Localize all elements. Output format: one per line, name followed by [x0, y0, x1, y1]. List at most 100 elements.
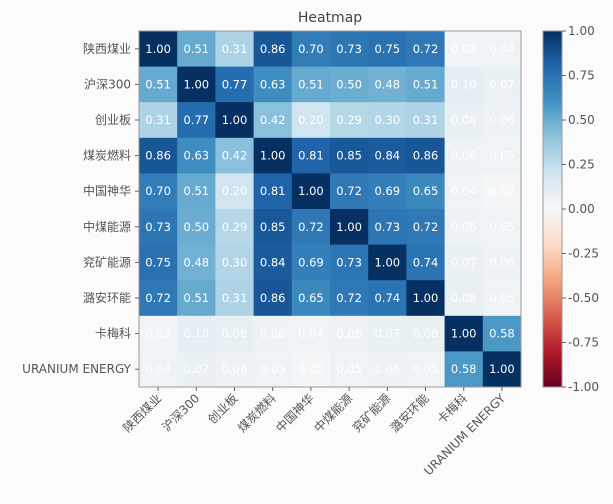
heatmap-cell: [291, 31, 331, 68]
heatmap-cell: [482, 31, 522, 68]
heatmap-cell: [177, 351, 216, 388]
cell-value-label: 0.50: [183, 220, 209, 234]
cell-value-label: 0.69: [374, 184, 400, 198]
cell-value-label: 0.31: [222, 42, 248, 56]
cell-value-label: 0.04: [145, 362, 171, 376]
heatmap-cell: [406, 351, 446, 388]
cell-value-label: 0.75: [374, 42, 400, 56]
heatmap-cell: [139, 137, 178, 174]
cell-value-label: 0.63: [260, 77, 286, 91]
cell-value-label: 0.20: [298, 113, 324, 127]
heatmap-cell: [368, 351, 407, 388]
cell-value-label: 0.85: [260, 220, 286, 234]
heatmap-cell: [291, 209, 331, 246]
cell-value-label: 0.07: [374, 327, 400, 341]
heatmap-cell: [139, 244, 178, 281]
heatmap-cell: [253, 173, 293, 210]
cell-value-label: 0.73: [336, 255, 362, 269]
cell-value-label: 0.81: [260, 184, 286, 198]
heatmap-cell: [444, 66, 484, 103]
y-tick-label: 创业板: [95, 113, 131, 127]
cell-value-label: 0.29: [336, 113, 362, 127]
y-tick-label: 潞安环能: [83, 290, 131, 305]
heatmap-cell: [291, 280, 331, 317]
heatmap-cell: [253, 351, 293, 388]
colorbar-tick-label: -0.50: [568, 291, 599, 305]
x-tick-label: 陕西煤业: [120, 391, 165, 436]
chart-title: Heatmap: [298, 10, 362, 26]
cell-value-label: 0.51: [413, 77, 439, 91]
cell-value-label: 0.72: [145, 291, 171, 305]
cell-value-label: 0.63: [183, 149, 209, 163]
heatmap-cell: [368, 173, 407, 210]
cell-value-label: 0.74: [413, 255, 439, 269]
heatmap-cell: [482, 209, 522, 246]
cell-value-label: 0.51: [298, 77, 324, 91]
heatmap-cell: [253, 315, 293, 352]
cell-value-label: 0.29: [222, 220, 248, 234]
cell-value-label: 0.65: [413, 184, 439, 198]
cell-value-label: 0.04: [298, 327, 324, 341]
heatmap-cell: [215, 137, 255, 174]
heatmap-cell: [444, 244, 484, 281]
heatmap-cell: [368, 315, 407, 352]
cell-value-label: 0.05: [413, 362, 439, 376]
cell-value-label: 0.85: [336, 149, 362, 163]
heatmap-cell: [177, 31, 216, 68]
heatmap-cell: [444, 209, 484, 246]
cell-value-label: 0.31: [145, 113, 171, 127]
colorbar-tick-label: 0.25: [568, 158, 595, 172]
heatmap-cell: [215, 315, 255, 352]
cell-value-label: 0.86: [260, 42, 286, 56]
heatmap-cell: [368, 280, 407, 317]
heatmap-cell: [482, 244, 522, 281]
cell-value-label: 0.08: [451, 291, 477, 305]
heatmap-cell: [368, 66, 407, 103]
cell-value-label: 0.06: [222, 362, 248, 376]
cell-value-label: 0.70: [145, 184, 171, 198]
colorbar-tick-label: 0.00: [568, 202, 595, 216]
cell-value-label: 0.72: [413, 42, 439, 56]
x-tick-label: 兖矿能源: [349, 391, 394, 436]
cell-value-label: 0.08: [451, 113, 477, 127]
heatmap-cell: [215, 244, 255, 281]
heatmap-cell: [253, 102, 293, 139]
heatmap-cell: [215, 351, 255, 388]
heatmap-cell: [444, 31, 484, 68]
cell-value-label: 0.08: [413, 327, 439, 341]
heatmap-cell: [215, 209, 255, 246]
cell-value-label: 0.05: [489, 220, 515, 234]
heatmap-cell: [330, 315, 369, 352]
cell-value-label: 0.05: [336, 362, 362, 376]
heatmap-cell: [139, 280, 178, 317]
heatmap-cell: [330, 173, 369, 210]
cell-value-label: 0.06: [374, 362, 400, 376]
cell-value-label: 0.77: [183, 113, 209, 127]
heatmap-cell: [482, 351, 522, 388]
x-tick-label: 中国神华: [272, 391, 317, 436]
cell-value-label: 0.42: [222, 149, 248, 163]
cell-value-label: 1.00: [489, 362, 515, 376]
heatmap-cell: [330, 66, 369, 103]
cell-value-label: 0.30: [374, 113, 400, 127]
heatmap-cell: [368, 102, 407, 139]
heatmap-cell: [177, 137, 216, 174]
heatmap-cell: [139, 315, 178, 352]
cell-value-label: 0.03: [451, 42, 477, 56]
cell-value-label: 0.84: [260, 255, 286, 269]
heatmap-cell: [253, 66, 293, 103]
cell-value-label: 0.69: [298, 255, 324, 269]
colorbar-tick-label: -1.00: [568, 380, 599, 394]
cell-value-label: 0.06: [489, 113, 515, 127]
heatmap-cell: [330, 137, 369, 174]
heatmap-cell: [139, 102, 178, 139]
cell-value-label: 1.00: [183, 77, 209, 91]
colorbar-tick-label: 1.00: [568, 24, 595, 38]
heatmap-cell: [444, 280, 484, 317]
x-tick-label: 创业板: [205, 391, 240, 426]
heatmap-cell: [482, 280, 522, 317]
heatmap-cell: [291, 315, 331, 352]
y-tick-label: 中国神华: [83, 183, 131, 198]
